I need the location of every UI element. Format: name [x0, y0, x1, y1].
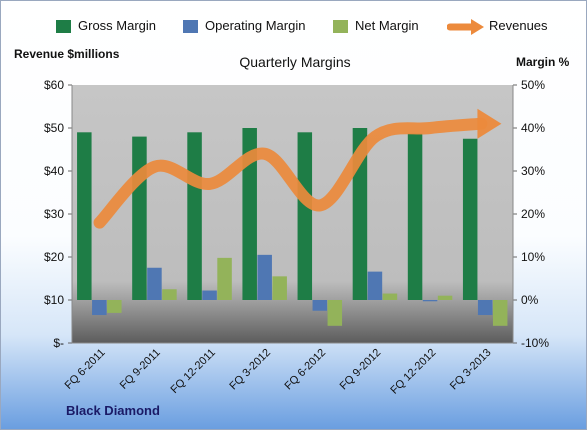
gross-margin-bar	[462, 138, 478, 300]
left-axis-tick-label: $30	[44, 207, 64, 221]
x-axis-category-label: FQ 9-2012	[338, 347, 384, 393]
revenue-line	[93, 117, 488, 229]
x-axis-category-label: FQ 3-2012	[227, 347, 273, 393]
operating-margin-bar	[312, 300, 328, 311]
operating-margin-bar	[477, 300, 493, 316]
x-axis-category-label: FQ 3-2013	[448, 347, 494, 393]
legend-label-gross-margin: Gross Margin	[78, 18, 157, 33]
left-axis-tick-label: $50	[44, 121, 64, 135]
operating-margin-bar	[422, 300, 438, 302]
operating-margin-bar	[257, 254, 272, 300]
legend-label-net-margin: Net Margin	[355, 18, 419, 33]
left-axis-tick-label: $60	[44, 78, 64, 92]
x-axis-category-label: FQ 12-2011	[169, 347, 218, 396]
revenue-arrowhead	[477, 108, 502, 139]
right-axis-tick-label: 20%	[521, 207, 545, 221]
gross-margin-bar	[297, 132, 313, 300]
gross-margin-bar	[77, 132, 92, 300]
net-margin-bar	[217, 257, 232, 300]
right-axis-tick-label: 0%	[521, 293, 539, 307]
net-margin-bar	[492, 300, 508, 326]
left-axis-title: Revenue $millions	[14, 47, 120, 61]
right-axis-tick-label: 40%	[521, 121, 545, 135]
left-axis-tick-label: $20	[44, 250, 64, 264]
legend-swatch-operating-margin	[183, 20, 198, 33]
operating-margin-bar	[147, 267, 162, 300]
right-axis-tick-label: -10%	[521, 336, 549, 350]
operating-margin-bar	[202, 290, 217, 300]
net-margin-bar	[272, 276, 287, 300]
legend: Gross Margin Operating Margin Net Margin…	[0, 17, 587, 37]
net-margin-bar	[107, 300, 122, 313]
legend-label-operating-margin: Operating Margin	[205, 18, 306, 33]
left-axis-tick-label: $40	[44, 164, 64, 178]
gross-margin-bar	[242, 128, 257, 300]
right-axis-title: Margin %	[516, 55, 570, 69]
right-axis-tick-label: 10%	[521, 250, 545, 264]
legend-swatch-net-margin	[333, 20, 348, 33]
arrow-icon	[447, 19, 484, 35]
operating-margin-bar	[367, 271, 383, 300]
operating-margin-bar	[92, 300, 107, 316]
net-margin-bar	[437, 295, 453, 300]
gross-margin-bar	[132, 136, 147, 300]
right-axis-tick-label: 50%	[521, 78, 545, 92]
x-axis-category-label: FQ 12-2012	[388, 347, 438, 397]
gross-margin-bar	[407, 133, 423, 300]
legend-swatch-gross-margin	[56, 20, 71, 33]
company-name: Black Diamond	[66, 403, 160, 418]
net-margin-bar	[382, 293, 398, 300]
left-axis-tick-label: $10	[44, 293, 64, 307]
x-axis-category-label: FQ 6-2011	[63, 347, 108, 392]
net-margin-bar	[327, 300, 343, 326]
net-margin-bar	[162, 289, 177, 300]
x-axis-category-label: FQ 9-2011	[118, 347, 163, 392]
left-axis-tick-label: $-	[53, 336, 64, 350]
legend-label-revenues: Revenues	[489, 18, 548, 33]
chart-title: Quarterly Margins	[239, 54, 351, 70]
x-axis-category-label: FQ 6-2012	[283, 347, 329, 393]
right-axis-tick-label: 30%	[521, 164, 545, 178]
gross-margin-bar	[187, 132, 202, 300]
